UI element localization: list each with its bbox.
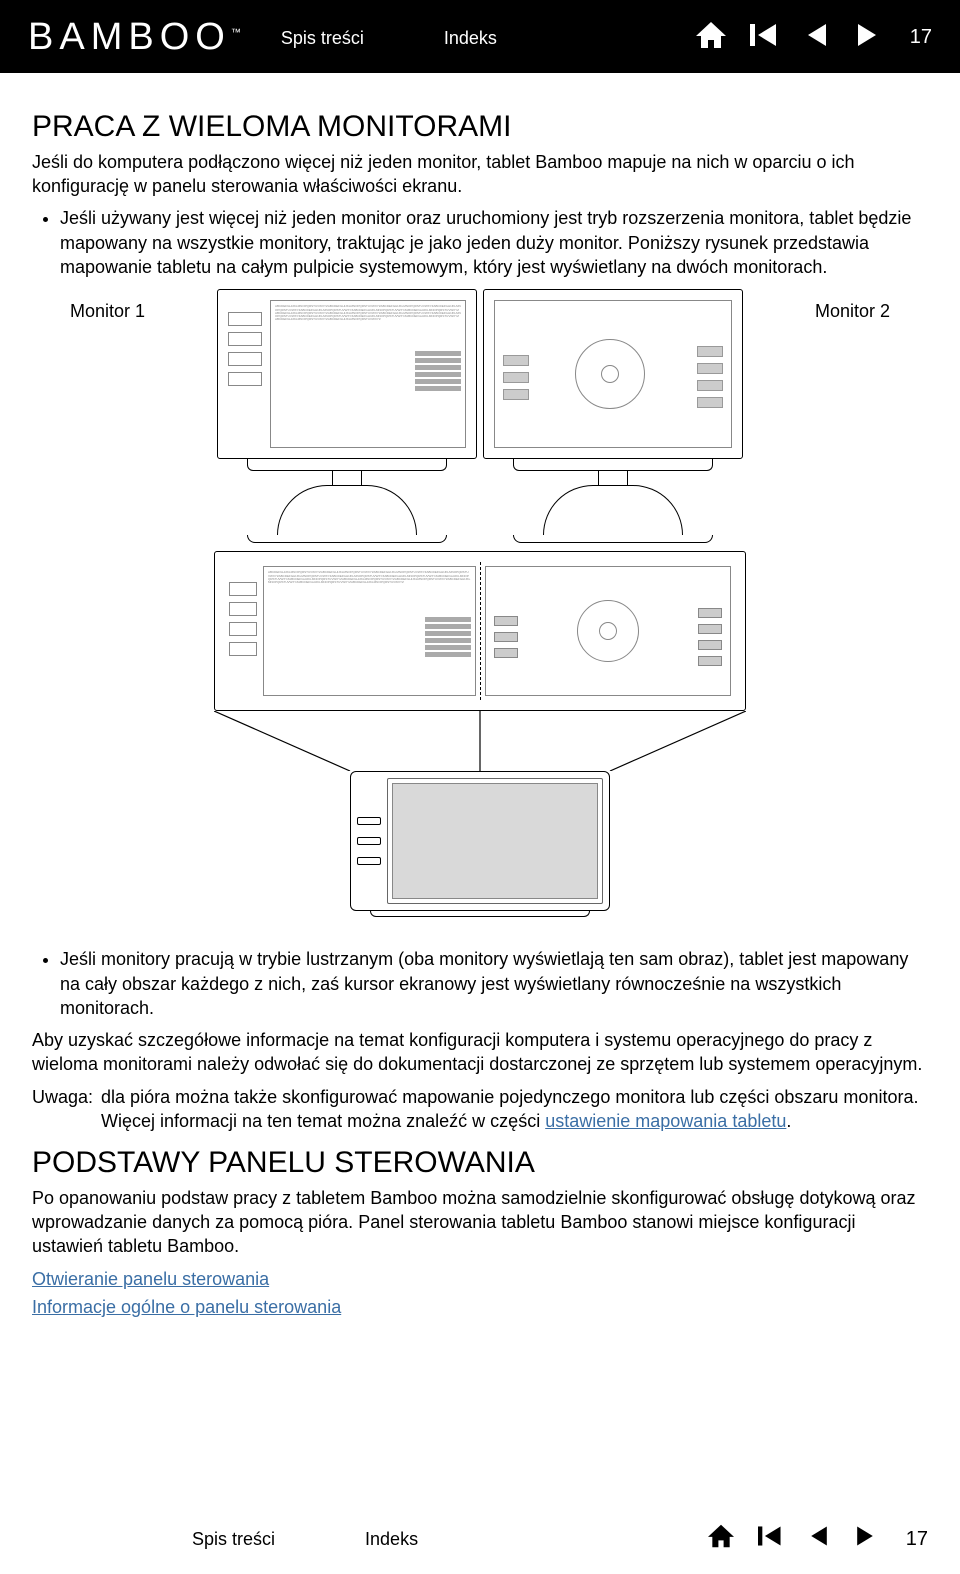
footer-nav: 17	[706, 1523, 928, 1555]
footer-first-page-icon[interactable]	[756, 1523, 786, 1555]
header-nav: 17	[694, 20, 932, 56]
logo-tm: ™	[231, 27, 241, 38]
section1-bullet1: Jeśli używany jest więcej niż jeden moni…	[60, 206, 928, 279]
footer-index-link[interactable]: Indeks	[365, 1527, 418, 1551]
combined-desktop: ABCDEFGHIJKLMNOPQRSTUVWXYZABCDEFGHIJKLMN…	[214, 551, 746, 711]
mapping-settings-link[interactable]: ustawienie mapowania tabletu	[545, 1111, 786, 1131]
note-text: dla pióra można także skonfigurować mapo…	[101, 1085, 928, 1134]
header-links: Spis treści Indeks	[281, 26, 497, 50]
control-panel-overview-link[interactable]: Informacje ogólne o panelu sterowania	[32, 1295, 928, 1319]
link-list: Otwieranie panelu sterowania Informacje …	[32, 1267, 928, 1320]
section1-title: PRACA Z WIELOMA MONITORAMI	[32, 107, 928, 148]
section1-intro: Jeśli do komputera podłączono więcej niż…	[32, 150, 928, 199]
home-icon[interactable]	[694, 20, 728, 56]
page-number-bottom: 17	[906, 1526, 928, 1553]
footer-prev-page-icon[interactable]	[806, 1523, 832, 1555]
footer-home-icon[interactable]	[706, 1523, 736, 1555]
tablet-device	[350, 771, 610, 917]
index-link[interactable]: Indeks	[444, 26, 497, 50]
logo-text: BAMBOO	[28, 16, 231, 58]
projection-beams-icon	[214, 711, 746, 771]
note-label: Uwaga:	[32, 1085, 93, 1134]
next-page-icon[interactable]	[852, 20, 882, 56]
monitor-2	[483, 289, 743, 543]
section3-title: PODSTAWY PANELU STEROWANIA	[32, 1143, 928, 1184]
open-control-panel-link[interactable]: Otwieranie panelu sterowania	[32, 1267, 928, 1291]
section3-para: Po opanowaniu podstaw pracy z tabletem B…	[32, 1186, 928, 1259]
toc-link[interactable]: Spis treści	[281, 26, 364, 50]
prev-page-icon[interactable]	[802, 20, 832, 56]
footer-next-page-icon[interactable]	[852, 1523, 878, 1555]
monitor1-label: Monitor 1	[70, 299, 145, 323]
page-content: PRACA Z WIELOMA MONITORAMI Jeśli do komp…	[0, 73, 960, 1333]
section2-bullet: Jeśli monitory pracują w trybie lustrzan…	[60, 947, 928, 1020]
bamboo-logo: BAMBOO™	[28, 12, 241, 63]
page-footer: Spis treści Indeks 17	[0, 1493, 960, 1573]
page-header: BAMBOO™ Spis treści Indeks 17	[0, 0, 960, 73]
monitor-1: ABCDEFGHIJKLMNOPQRSTUVWXYZABCDEFGHIJKLMN…	[217, 289, 477, 543]
section2-para: Aby uzyskać szczegółowe informacje na te…	[32, 1028, 928, 1077]
footer-toc-link[interactable]: Spis treści	[192, 1527, 275, 1551]
first-page-icon[interactable]	[748, 20, 782, 56]
multi-monitor-diagram: Monitor 1 Monitor 2 ABCDEFGHIJKLMNOPQRST…	[180, 289, 780, 917]
note-row: Uwaga: dla pióra można także skonfigurow…	[32, 1085, 928, 1134]
monitor2-label: Monitor 2	[815, 299, 890, 323]
page-number-top: 17	[910, 24, 932, 51]
